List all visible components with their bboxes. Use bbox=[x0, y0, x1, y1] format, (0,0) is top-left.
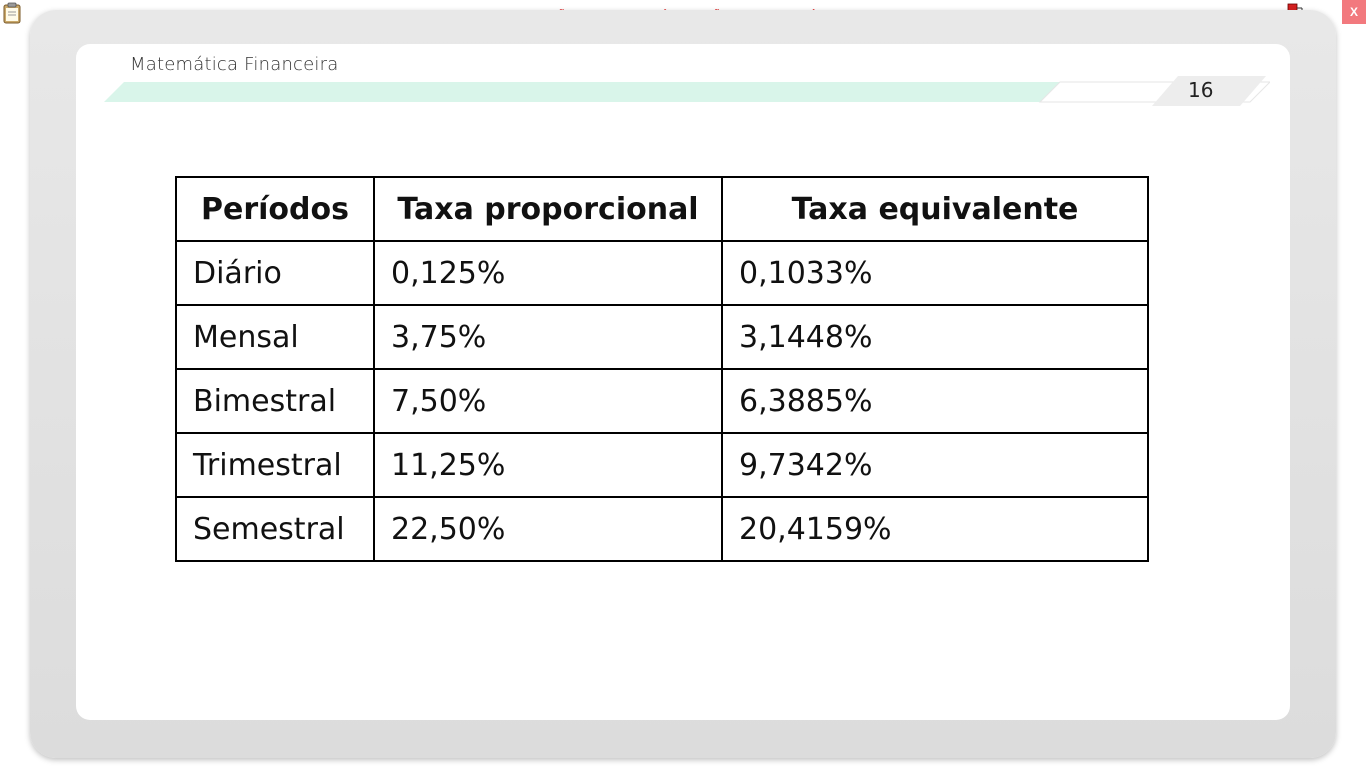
equivalent-rate-cell: 20,4159% bbox=[721, 496, 1149, 562]
period-cell: Semestral bbox=[175, 496, 375, 562]
clipboard-icon[interactable] bbox=[2, 2, 22, 24]
table-row: Bimestral 7,50% 6,3885% bbox=[175, 368, 1149, 434]
page-number: 16 bbox=[1188, 78, 1214, 102]
table-row: Diário 0,125% 0,1033% bbox=[175, 240, 1149, 306]
table-header-row: Períodos Taxa proporcional Taxa equivale… bbox=[175, 176, 1149, 242]
equivalent-rate-cell: 3,1448% bbox=[721, 304, 1149, 370]
proportional-rate-cell: 7,50% bbox=[373, 368, 723, 434]
proportional-rate-cell: 3,75% bbox=[373, 304, 723, 370]
proportional-rate-cell: 22,50% bbox=[373, 496, 723, 562]
table-row: Semestral 22,50% 20,4159% bbox=[175, 496, 1149, 562]
header-accent-band bbox=[104, 76, 1270, 106]
period-cell: Diário bbox=[175, 240, 375, 306]
period-cell: Mensal bbox=[175, 304, 375, 370]
equivalent-rate-cell: 0,1033% bbox=[721, 240, 1149, 306]
course-title: Matemática Financeira bbox=[130, 54, 339, 75]
period-cell: Bimestral bbox=[175, 368, 375, 434]
table-row: Mensal 3,75% 3,1448% bbox=[175, 304, 1149, 370]
period-cell: Trimestral bbox=[175, 432, 375, 498]
equivalent-rate-cell: 6,3885% bbox=[721, 368, 1149, 434]
header-periodos: Períodos bbox=[175, 176, 375, 242]
table-row: Trimestral 11,25% 9,7342% bbox=[175, 432, 1149, 498]
rates-table: Períodos Taxa proporcional Taxa equivale… bbox=[175, 176, 1149, 562]
proportional-rate-cell: 11,25% bbox=[373, 432, 723, 498]
proportional-rate-cell: 0,125% bbox=[373, 240, 723, 306]
header-taxa-equivalente: Taxa equivalente bbox=[721, 176, 1149, 242]
close-button[interactable]: X bbox=[1342, 0, 1366, 24]
equivalent-rate-cell: 9,7342% bbox=[721, 432, 1149, 498]
header-taxa-proporcional: Taxa proporcional bbox=[373, 176, 723, 242]
